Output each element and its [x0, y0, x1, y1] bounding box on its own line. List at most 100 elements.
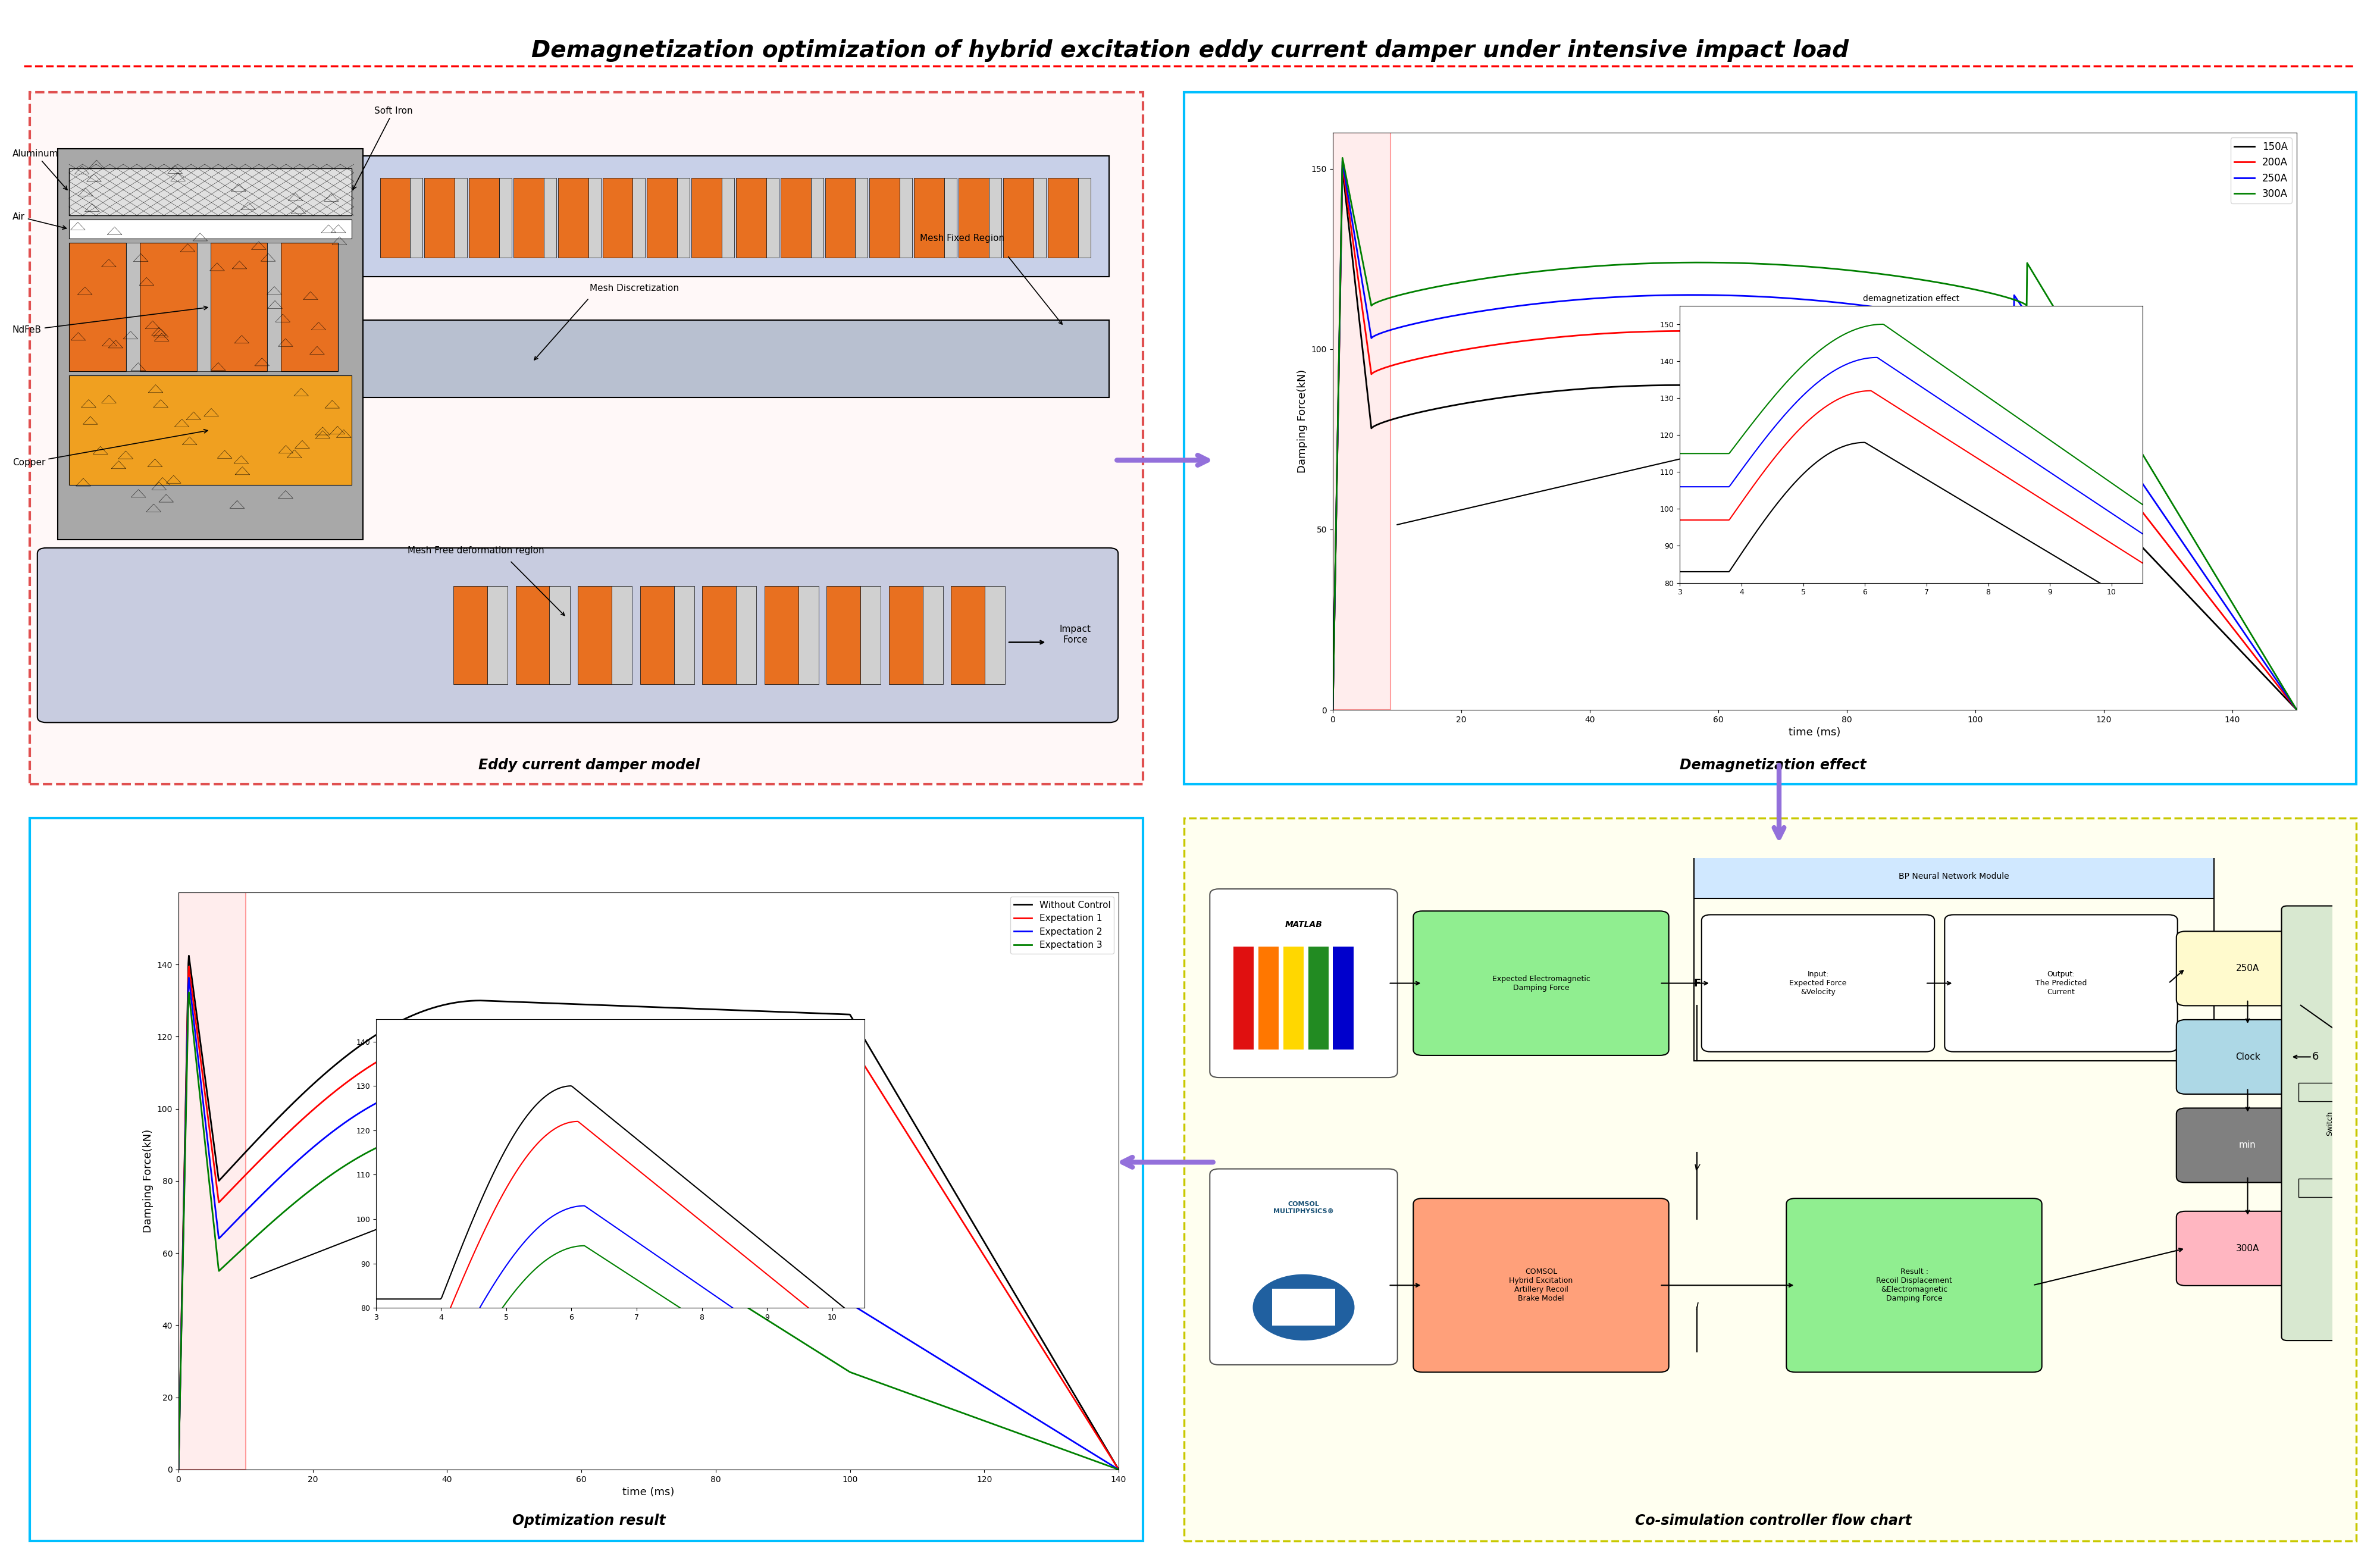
Bar: [721, 178, 735, 257]
Bar: [674, 587, 695, 685]
FancyBboxPatch shape: [1414, 1198, 1668, 1373]
Bar: [633, 178, 645, 257]
FancyBboxPatch shape: [1209, 1168, 1397, 1365]
Bar: [69, 220, 352, 239]
Bar: [469, 178, 500, 257]
Bar: [543, 178, 557, 257]
Bar: [900, 178, 912, 257]
Bar: [1333, 133, 1390, 710]
Bar: [550, 587, 569, 685]
Bar: [764, 587, 797, 685]
Text: Eddy current damper model: Eddy current damper model: [478, 758, 700, 772]
Bar: [640, 587, 674, 685]
Text: Expected Electromagnetic
Damping Force: Expected Electromagnetic Damping Force: [1492, 975, 1590, 992]
Legend: 150A, 200A, 250A, 300A: 150A, 200A, 250A, 300A: [2230, 137, 2292, 203]
Bar: [1283, 947, 1304, 1050]
Text: MATLAB: MATLAB: [1285, 920, 1323, 928]
Bar: [557, 178, 588, 257]
Bar: [1233, 947, 1254, 1050]
Bar: [281, 243, 338, 371]
Bar: [797, 587, 819, 685]
Bar: [602, 178, 633, 257]
Bar: [126, 243, 140, 371]
Circle shape: [1252, 1275, 1354, 1340]
Bar: [209, 243, 267, 371]
Y-axis label: Damping Force(kN): Damping Force(kN): [143, 1129, 155, 1232]
Bar: [1695, 855, 2213, 899]
FancyBboxPatch shape: [38, 548, 1119, 722]
Bar: [1271, 1289, 1335, 1326]
Text: min: min: [2240, 1140, 2256, 1150]
Bar: [985, 587, 1004, 685]
Bar: [914, 178, 945, 257]
Text: Soft Iron: Soft Iron: [352, 106, 412, 189]
Bar: [578, 587, 612, 685]
Bar: [69, 376, 352, 485]
Bar: [988, 178, 1002, 257]
Bar: [766, 178, 778, 257]
Bar: [735, 178, 766, 257]
X-axis label: time (ms): time (ms): [1790, 727, 1840, 738]
Bar: [1333, 947, 1354, 1050]
Bar: [678, 178, 690, 257]
Text: Mesh Free deformation region: Mesh Free deformation region: [407, 546, 545, 555]
Text: Air: Air: [12, 212, 67, 229]
Text: Demagnetization effect: Demagnetization effect: [1680, 758, 1866, 772]
Bar: [1033, 178, 1045, 257]
FancyBboxPatch shape: [2282, 906, 2378, 1340]
FancyBboxPatch shape: [2175, 1211, 2318, 1285]
Text: COMSOL
MULTIPHYSICS®: COMSOL MULTIPHYSICS®: [1273, 1201, 1333, 1214]
Text: Mesh Fixed Region: Mesh Fixed Region: [919, 234, 1004, 243]
Bar: [702, 587, 735, 685]
Text: COMSOL
Hybrid Excitation
Artillery Recoil
Brake Model: COMSOL Hybrid Excitation Artillery Recoi…: [1509, 1268, 1573, 1303]
Bar: [1695, 869, 2213, 1061]
Bar: [1078, 178, 1090, 257]
Text: Output:
The Predicted
Current: Output: The Predicted Current: [2035, 970, 2087, 995]
Bar: [952, 587, 985, 685]
Bar: [69, 168, 352, 215]
Bar: [588, 178, 600, 257]
Bar: [862, 587, 881, 685]
FancyBboxPatch shape: [1944, 914, 2178, 1051]
Bar: [455, 178, 466, 257]
Bar: [923, 587, 942, 685]
Bar: [452, 587, 488, 685]
Text: v: v: [1695, 1162, 1699, 1173]
Text: Copper: Copper: [12, 429, 207, 466]
Bar: [140, 243, 198, 371]
Bar: [826, 587, 862, 685]
Bar: [612, 587, 633, 685]
FancyBboxPatch shape: [29, 92, 1142, 785]
Bar: [1047, 178, 1078, 257]
Bar: [362, 156, 1109, 276]
Bar: [514, 178, 543, 257]
Bar: [516, 587, 550, 685]
Text: Optimization result: Optimization result: [512, 1513, 666, 1529]
Text: Aluminum: Aluminum: [12, 150, 67, 190]
Bar: [1309, 947, 1328, 1050]
Bar: [69, 243, 126, 371]
FancyBboxPatch shape: [1787, 1198, 2042, 1373]
Text: 300A: 300A: [2235, 1243, 2259, 1253]
Bar: [500, 178, 512, 257]
Bar: [198, 243, 209, 371]
Bar: [267, 243, 281, 371]
Bar: [945, 178, 957, 257]
Bar: [781, 178, 812, 257]
FancyBboxPatch shape: [2175, 1020, 2318, 1094]
Text: Co-simulation controller flow chart: Co-simulation controller flow chart: [1635, 1513, 1911, 1529]
Text: BP Neural Network Module: BP Neural Network Module: [1899, 872, 2009, 880]
FancyBboxPatch shape: [1209, 889, 1397, 1078]
FancyBboxPatch shape: [29, 817, 1142, 1541]
Text: 250A: 250A: [2235, 964, 2259, 973]
Text: Clock: Clock: [2235, 1053, 2261, 1061]
Bar: [2299, 1083, 2361, 1101]
Bar: [362, 320, 1109, 398]
Bar: [854, 178, 869, 257]
Bar: [869, 178, 900, 257]
Bar: [488, 587, 507, 685]
Bar: [888, 587, 923, 685]
FancyBboxPatch shape: [1414, 911, 1668, 1056]
FancyBboxPatch shape: [1185, 817, 2356, 1541]
Bar: [826, 178, 854, 257]
